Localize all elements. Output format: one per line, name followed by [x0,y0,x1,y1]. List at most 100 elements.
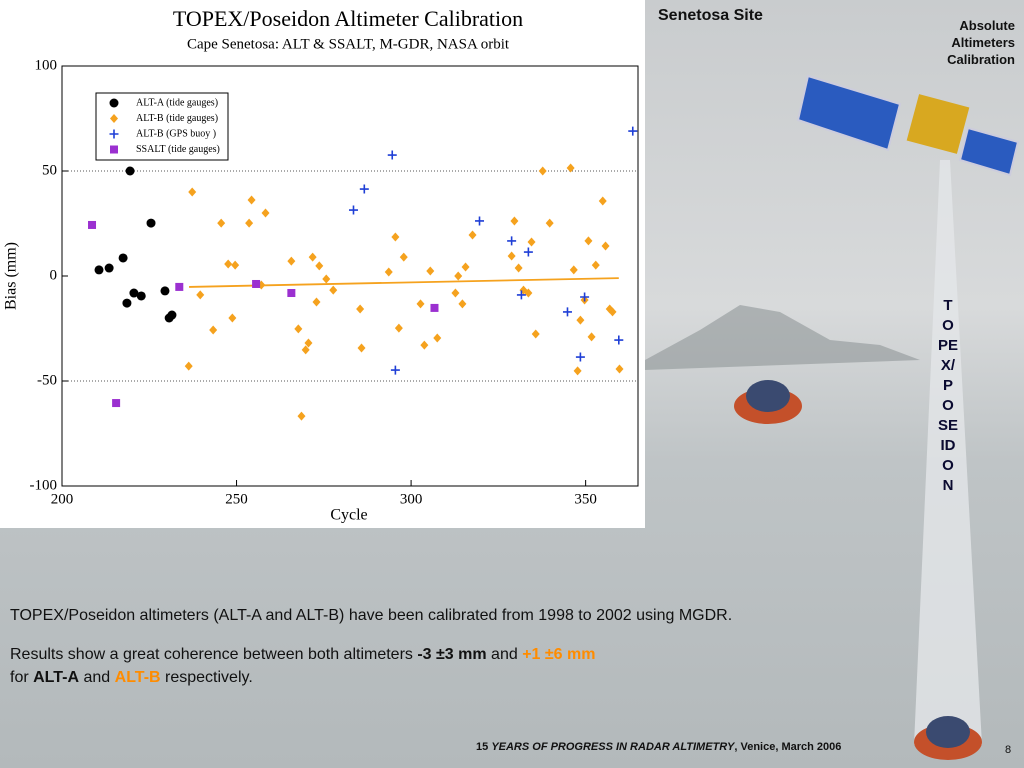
body-text: TOPEX/Poseidon altimeters (ALT-A and ALT… [10,604,930,705]
point [573,366,582,376]
point [527,237,536,247]
point [391,232,400,242]
point [461,262,470,272]
point [531,329,540,339]
point [384,267,393,277]
point [228,313,237,323]
point [94,265,104,275]
point [576,315,585,325]
point [598,196,607,206]
point [356,304,365,314]
point [252,279,261,288]
point [125,166,135,176]
footer-text: 15 [476,741,489,753]
section-title: Absolute Altimeters Calibration [947,18,1015,67]
footer: 15 YEARS OF PROGRESS IN RADAR ALTIMETRY,… [476,741,841,753]
buoy [734,380,982,760]
vertical-title: TOPEX/POSEIDON [938,297,959,494]
point [516,290,526,300]
x-tick-label: 300 [400,491,423,507]
text: and [83,669,111,686]
point [569,265,578,275]
x-tick-label: 200 [51,491,74,507]
y-tick-label: 0 [50,267,58,283]
point [390,365,400,375]
point [566,163,575,173]
point [104,263,114,273]
chart: TOPEX/Poseidon Altimeter Calibration Cap… [0,0,645,528]
point [184,361,193,371]
point [245,218,254,228]
alt-b-result: +1 ±6 mm [522,646,596,663]
y-tick-label: -100 [30,477,58,493]
point [164,313,174,323]
point [387,150,397,160]
chart-subtitle: Cape Senetosa: ALT & SSALT, M-GDR, NASA … [187,36,510,52]
point [209,325,218,335]
chart-background [0,0,645,528]
legend-label: ALT-B (tide gauges) [136,113,218,124]
point [468,230,477,240]
y-axis-label: Bias (mm) [3,242,20,310]
point [430,303,439,312]
point [301,345,310,355]
point [538,166,547,176]
point [287,289,296,298]
point [109,98,119,108]
point [175,282,184,291]
text: for [10,669,29,686]
point [247,195,256,205]
site-title: Senetosa Site [658,7,763,24]
point [136,291,146,301]
point [399,252,408,262]
point [580,292,590,302]
page-number: 8 [1005,744,1012,756]
point [458,299,467,309]
point [475,216,485,226]
point [628,126,638,136]
point [426,266,435,276]
point [507,251,516,261]
paragraph: TOPEX/Poseidon altimeters (ALT-A and ALT… [10,607,733,624]
point [118,253,128,263]
point [315,261,324,271]
point [615,364,624,374]
point [297,411,306,421]
x-tick-label: 350 [574,491,597,507]
point [129,288,139,298]
text: and [491,646,518,663]
x-axis-label: Cycle [330,507,367,524]
point [601,241,610,251]
point [322,274,331,284]
point [348,205,358,215]
point [287,256,296,266]
point [109,129,119,139]
chart-title: TOPEX/Poseidon Altimeter Calibration [173,6,523,31]
y-tick-label: 100 [35,57,58,73]
y-tick-label: 50 [42,162,57,178]
footer-text: , Venice, March 2006 [734,741,842,753]
island [645,305,920,370]
point [359,184,369,194]
point [584,236,593,246]
point [160,286,170,296]
paragraph: Results show a great coherence between b… [10,643,930,689]
beam [914,160,982,745]
point [514,263,523,273]
point [146,218,156,228]
point [591,260,600,270]
point [587,332,596,342]
point [329,285,338,295]
satellite [796,74,1020,177]
alt-a: ALT-A [33,669,80,686]
point [510,216,519,226]
alt-b: ALT-B [114,669,161,686]
point [454,271,463,281]
point [217,218,226,228]
point [261,208,270,218]
footer-text: YEARS OF PROGRESS IN RADAR ALTIMETRY [491,741,735,753]
point [394,323,403,333]
y-tick-label: -50 [37,372,57,388]
